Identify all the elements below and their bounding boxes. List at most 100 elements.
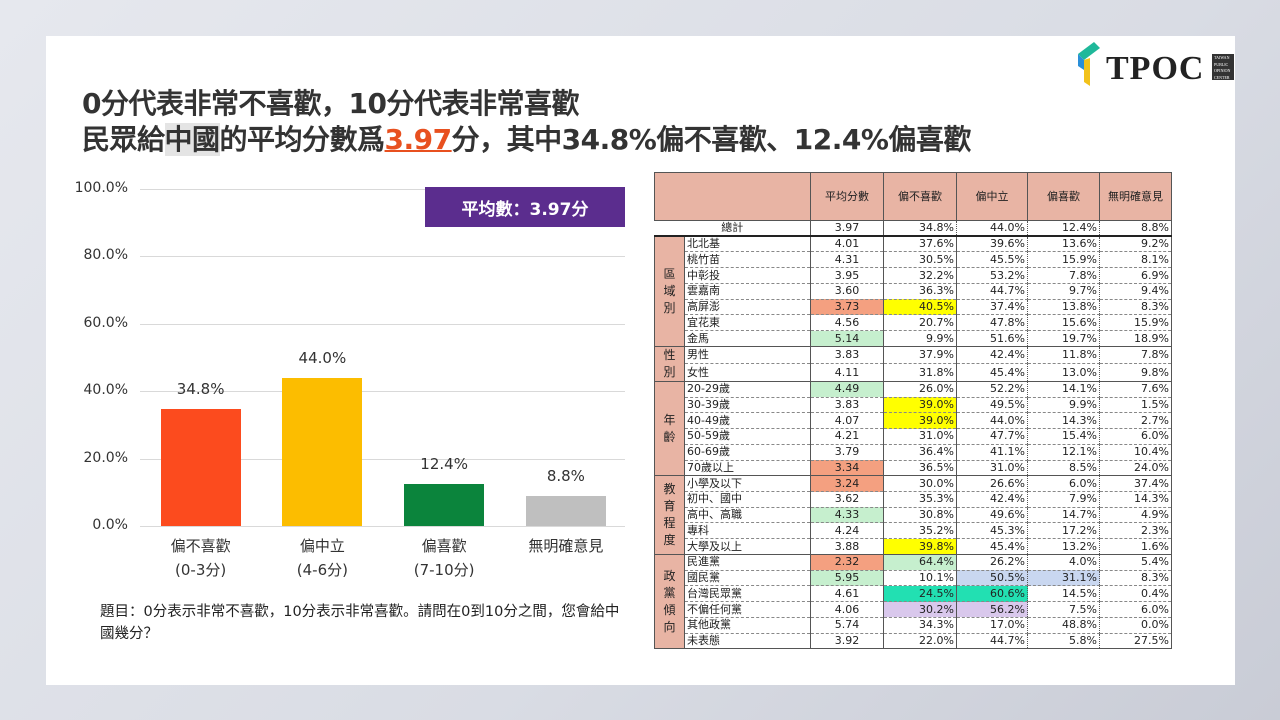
group-label: 教育程度: [654, 475, 685, 555]
table-cell: 7.8%: [1099, 346, 1172, 365]
table-cell: 4.33: [810, 507, 884, 524]
table-cell: 64.4%: [883, 554, 957, 571]
table-cell: 13.2%: [1027, 538, 1100, 555]
row-label: 國民黨: [684, 570, 811, 587]
table-cell: 3.24: [810, 475, 884, 493]
data-label: 8.8%: [546, 467, 585, 486]
table-cell: 9.7%: [1027, 283, 1100, 300]
table-cell: 2.3%: [1099, 522, 1172, 540]
row-label: 雲嘉南: [684, 283, 811, 300]
row-label: 不偏任何黨: [684, 601, 811, 618]
table-row: 60-69歲 3.79 36.4% 41.1% 12.1% 10.4%: [655, 444, 1172, 461]
table-cell: 8.3%: [1099, 570, 1172, 587]
table-cell: 30.5%: [883, 251, 957, 269]
row-label: 20-29歲: [684, 381, 811, 398]
table-cell: 31.1%: [1027, 570, 1100, 587]
table-cell: 34.3%: [883, 617, 957, 634]
header-cell: 無明確意見: [1099, 172, 1172, 221]
table-cell: 26.0%: [883, 381, 957, 398]
table-cell: 41.1%: [956, 444, 1028, 461]
table-cell: 26.2%: [956, 554, 1028, 571]
tpoc-logo: TPOC TAIWAN PUBLIC OPINION CENTER: [1076, 38, 1236, 92]
x-tick-label: 偏喜歡 (7-10分): [413, 537, 475, 579]
table-cell: 5.95: [810, 570, 884, 587]
table-cell: 4.07: [810, 412, 884, 430]
row-label: 專科: [684, 522, 811, 540]
table-cell: 8.3%: [1099, 299, 1172, 316]
table-cell: 4.9%: [1099, 507, 1172, 524]
row-label: 男性: [684, 346, 811, 365]
table-cell: 8.8%: [1099, 220, 1172, 238]
logo-subtext: TAIWAN PUBLIC OPINION CENTER: [1212, 54, 1234, 80]
data-label: 12.4%: [420, 455, 468, 474]
bar: [282, 377, 363, 526]
row-label: 60-69歲: [684, 444, 811, 461]
header-cell: 偏喜歡: [1027, 172, 1100, 221]
y-tick-label: 0.0%: [92, 517, 128, 533]
table-cell: 44.0%: [956, 220, 1028, 238]
table-cell: 60.6%: [956, 585, 1028, 603]
table-cell: 18.9%: [1099, 330, 1172, 347]
table-cell: 1.6%: [1099, 538, 1172, 555]
table-cell: 0.4%: [1099, 585, 1172, 603]
table-cell: 3.62: [810, 491, 884, 508]
header-cell: 平均分數: [810, 172, 884, 221]
y-tick-label: 100.0%: [74, 180, 128, 196]
table-row: 30-39歲 3.83 39.0% 49.5% 9.9% 1.5%: [655, 397, 1172, 414]
table-cell: 4.06: [810, 601, 884, 618]
y-tick-label: 80.0%: [83, 247, 128, 264]
table-cell: 51.6%: [956, 330, 1028, 347]
table-row: 國民黨 5.95 10.1% 50.5% 31.1% 8.3%: [655, 570, 1172, 587]
table-header-row: 平均分數 偏不喜歡 偏中立 偏喜歡 無明確意見: [654, 172, 1172, 221]
gridline: [140, 256, 625, 258]
table-cell: 37.9%: [883, 346, 957, 365]
table-cell: 37.6%: [883, 236, 957, 253]
x-tick-label: 無明確意見: [528, 537, 604, 555]
table-cell: 15.4%: [1027, 428, 1100, 445]
row-label: 宜花東: [684, 314, 811, 332]
table-cell: 5.14: [810, 330, 884, 347]
table-row: 專科 4.24 35.2% 45.3% 17.2% 2.3%: [655, 522, 1172, 540]
table-cell: 3.34: [810, 460, 884, 477]
table-cell: 47.7%: [956, 428, 1028, 445]
y-tick-label: 20.0%: [83, 449, 128, 466]
y-tick-label: 60.0%: [83, 314, 128, 331]
y-tick-label: 40.0%: [83, 382, 128, 399]
table-row: 高屏澎 3.73 40.5% 37.4% 13.8% 8.3%: [655, 299, 1172, 316]
question-text: 題目：0分表示非常不喜歡，10分表示非常喜歡。請問在0到10分之間，您會給中國幾…: [100, 604, 620, 642]
table-cell: 3.88: [810, 538, 884, 555]
x-tick-label: 偏中立 (4-6分): [296, 537, 348, 579]
table-row: 女性 4.11 31.8% 45.4% 13.0% 9.8%: [655, 363, 1172, 382]
table-row: 未表態 3.92 22.0% 44.7% 5.8% 27.5%: [655, 633, 1172, 650]
table-cell: 14.1%: [1027, 381, 1100, 398]
table-cell: 9.2%: [1099, 236, 1172, 253]
table-cell: 3.79: [810, 444, 884, 461]
table-row: 年齡 20-29歲 4.49 26.0% 52.2% 14.1% 7.6%: [654, 380, 1172, 477]
row-label: 70歲以上: [684, 460, 811, 477]
table-cell: 4.01: [810, 236, 884, 253]
table-cell: 7.9%: [1027, 491, 1100, 508]
table-cell: 4.61: [810, 585, 884, 603]
table-cell: 4.31: [810, 251, 884, 269]
table-cell: 42.4%: [956, 346, 1028, 365]
table-cell: 36.4%: [883, 444, 957, 461]
table-cell: 37.4%: [1099, 475, 1172, 493]
table-row: 區域別 北北基 4.01 37.6% 39.6% 13.6% 9.2%: [654, 235, 1172, 347]
row-label: 金馬: [684, 330, 811, 347]
table-cell: 15.9%: [1027, 251, 1100, 269]
table-cell: 31.0%: [956, 460, 1028, 477]
row-label: 桃竹苗: [684, 251, 811, 269]
gridline: [140, 458, 625, 460]
table-cell: 35.3%: [883, 491, 957, 508]
table-cell: 36.5%: [883, 460, 957, 477]
table-cell: 15.9%: [1099, 314, 1172, 332]
table-cell: 6.0%: [1099, 428, 1172, 445]
table-cell: 7.8%: [1027, 267, 1100, 284]
row-label: 女性: [684, 363, 811, 382]
header-cell: 偏不喜歡: [883, 172, 957, 221]
table-row: 高中、高職 4.33 30.8% 49.6% 14.7% 4.9%: [655, 507, 1172, 524]
table-cell: 11.8%: [1027, 346, 1100, 365]
table-cell: 3.73: [810, 299, 884, 316]
logo-mark-icon: [1078, 42, 1100, 86]
table-row: 政黨傾向 民進黨 2.32 64.4% 26.2% 4.0% 5.4%: [654, 553, 1172, 650]
